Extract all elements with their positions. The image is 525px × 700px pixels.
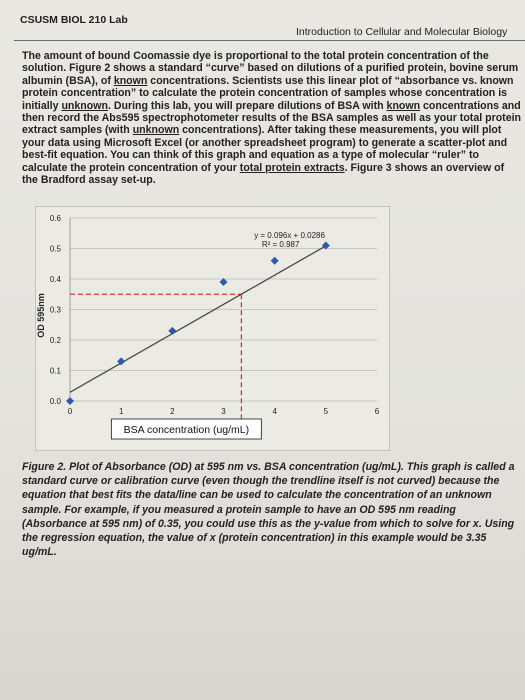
- y-tick-label: 0.1: [50, 367, 62, 376]
- header-divider: [14, 40, 525, 41]
- y-tick-label: 0.6: [50, 214, 62, 223]
- x-tick-label: 0: [68, 407, 73, 416]
- y-tick-label: 0.2: [50, 336, 62, 345]
- course-header: CSUSM BIOL 210 Lab: [20, 14, 128, 26]
- x-tick-label: 4: [272, 407, 277, 416]
- chart-frame: [35, 206, 390, 451]
- x-tick-label: 6: [375, 407, 380, 416]
- data-point: [219, 278, 228, 287]
- x-axis-label: BSA concentration (ug/mL): [124, 424, 249, 436]
- data-point: [168, 326, 177, 335]
- data-point: [66, 397, 74, 405]
- figure-caption: Figure 2. Plot of Absorbance (OD) at 595…: [22, 461, 515, 559]
- x-tick-label: 5: [324, 407, 329, 416]
- x-tick-label: 2: [170, 407, 175, 416]
- x-tick-label: 1: [119, 407, 124, 416]
- data-point: [117, 357, 126, 366]
- y-tick-label: 0.0: [50, 397, 62, 406]
- course-title-header: Introduction to Cellular and Molecular B…: [296, 26, 508, 38]
- data-point: [321, 241, 330, 250]
- x-tick-label: 3: [221, 407, 226, 416]
- data-point: [270, 256, 279, 265]
- regression-equation: y = 0.096x + 0.0286: [254, 231, 325, 240]
- x-axis-label-box: [110, 418, 262, 440]
- standard-curve-chart: 0.0 0.1 0.2 0.3 0.4 0.5 0.6 0 1 2 3 4 5 6 OD 595nm BSA…: [35, 206, 390, 451]
- r-squared-label: R² = 0.987: [262, 240, 300, 249]
- y-axis-label: OD 595nm: [36, 293, 46, 338]
- y-tick-label: 0.3: [50, 306, 62, 315]
- trendline: [69, 245, 327, 393]
- y-tick-label: 0.4: [50, 275, 62, 284]
- intro-paragraph: The amount of bound Coomassie dye is pro…: [22, 50, 522, 187]
- y-tick-label: 0.5: [50, 245, 62, 254]
